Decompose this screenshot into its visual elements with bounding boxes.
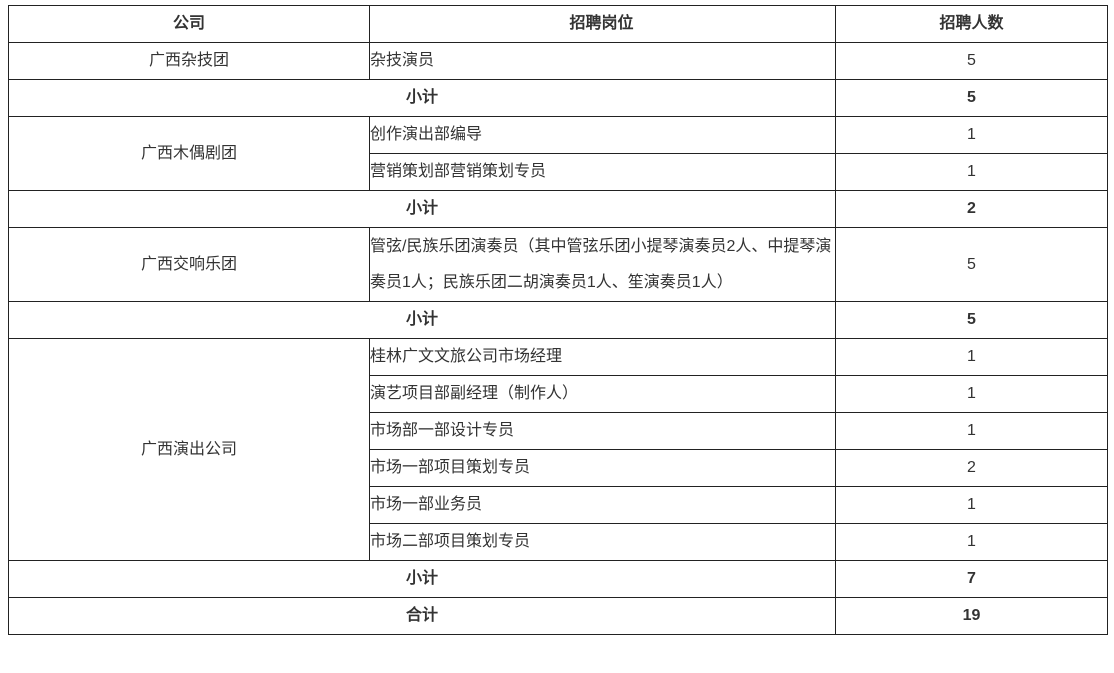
subtotal-value: 7 <box>835 560 1108 598</box>
header-company: 公司 <box>8 5 370 43</box>
count-cell: 1 <box>835 116 1108 154</box>
count-cell: 1 <box>835 523 1108 561</box>
position-cell: 演艺项目部副经理（制作人） <box>369 375 836 413</box>
table-row: 广西木偶剧团 创作演出部编导 1 <box>8 116 1108 191</box>
table-row: 广西演出公司 桂林广文文旅公司市场经理 1 <box>8 338 1108 561</box>
subtotal-row: 小计 5 <box>8 79 1108 117</box>
table-row: 市场一部业务员 1 <box>9 486 1108 524</box>
total-label: 合计 <box>8 597 836 635</box>
company-cell: 广西交响乐团 <box>8 227 370 302</box>
subtotal-row: 小计 5 <box>8 301 1108 339</box>
company-cell: 广西木偶剧团 <box>8 116 370 191</box>
header-count: 招聘人数 <box>835 5 1108 43</box>
recruitment-table: 公司 招聘岗位 招聘人数 广西杂技团 杂技演员 5 小计 5 广西木偶剧团 创作演出部编导 1… <box>8 5 1108 635</box>
count-cell: 1 <box>835 375 1108 413</box>
position-cell: 营销策划部营销策划专员 <box>369 153 836 191</box>
position-cell: 杂技演员 <box>369 42 836 80</box>
subtotal-value: 2 <box>835 190 1108 228</box>
total-row: 合计 19 <box>8 597 1108 635</box>
count-cell: 2 <box>835 449 1108 487</box>
count-cell: 1 <box>835 338 1108 376</box>
count-cell: 1 <box>835 486 1108 524</box>
subtotal-label: 小计 <box>8 301 836 339</box>
position-cell: 市场一部项目策划专员 <box>369 449 836 487</box>
subtotal-row: 小计 7 <box>8 560 1108 598</box>
header-row: 公司 招聘岗位 招聘人数 <box>8 5 1108 43</box>
position-cell: 管弦/民族乐团演奏员（其中管弦乐团小提琴演奏员2人、中提琴演奏员1人；民族乐团二… <box>369 227 836 302</box>
position-cell: 市场部一部设计专员 <box>369 412 836 450</box>
position-cell: 桂林广文文旅公司市场经理 <box>369 338 836 376</box>
table-row: 广西交响乐团 管弦/民族乐团演奏员（其中管弦乐团小提琴演奏员2人、中提琴演奏员1人… <box>8 227 1108 302</box>
count-cell: 5 <box>835 227 1108 302</box>
subtotal-value: 5 <box>835 79 1108 117</box>
count-cell: 1 <box>835 412 1108 450</box>
table-row: 营销策划部营销策划专员 1 <box>9 153 1108 191</box>
subtotal-row: 小计 2 <box>8 190 1108 228</box>
count-cell: 5 <box>835 42 1108 80</box>
table-row: 市场部一部设计专员 1 <box>9 412 1108 450</box>
company-cell: 广西杂技团 <box>8 42 370 80</box>
count-cell: 1 <box>835 153 1108 191</box>
subtotal-value: 5 <box>835 301 1108 339</box>
total-value: 19 <box>835 597 1108 635</box>
header-position: 招聘岗位 <box>369 5 836 43</box>
position-cell: 市场二部项目策划专员 <box>369 523 836 561</box>
subtotal-label: 小计 <box>8 79 836 117</box>
subtotal-label: 小计 <box>8 190 836 228</box>
company-cell: 广西演出公司 <box>8 338 370 561</box>
subtotal-label: 小计 <box>8 560 836 598</box>
position-cell: 创作演出部编导 <box>369 116 836 154</box>
position-cell: 市场一部业务员 <box>369 486 836 524</box>
table-row: 广西杂技团 杂技演员 5 <box>8 42 1108 80</box>
